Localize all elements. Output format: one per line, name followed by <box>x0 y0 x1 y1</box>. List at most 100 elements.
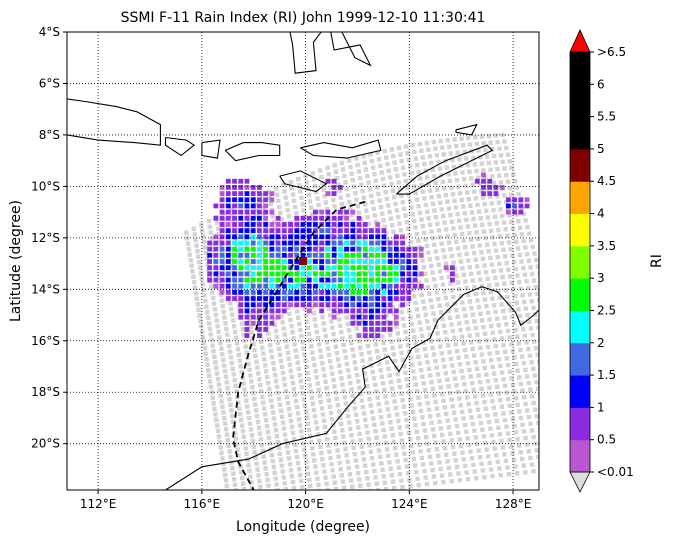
swath-pixel <box>526 414 532 420</box>
swath-pixel <box>532 339 537 344</box>
swath-pixel <box>203 250 209 256</box>
rain-pixel <box>300 271 306 277</box>
swath-pixel <box>247 318 252 324</box>
swath-pixel <box>495 384 500 390</box>
swath-pixel <box>447 390 453 396</box>
swath-pixel <box>297 423 303 428</box>
swath-pixel <box>251 390 256 396</box>
rain-pixel <box>505 209 511 215</box>
rain-pixel <box>250 209 256 215</box>
rain-pixel <box>375 320 381 326</box>
swath-pixel <box>422 387 428 393</box>
swath-pixel <box>302 453 308 458</box>
swath-pixel <box>290 430 296 436</box>
rain-pixel <box>350 277 356 283</box>
swath-pixel <box>334 176 340 181</box>
swath-pixel <box>458 293 464 299</box>
swath-pixel <box>302 352 307 357</box>
swath-pixel <box>215 376 221 382</box>
swath-pixel <box>504 356 509 361</box>
swath-pixel <box>543 291 547 295</box>
swath-pixel <box>525 312 530 318</box>
swath-pixel <box>370 369 376 375</box>
swath-pixel <box>186 247 192 252</box>
rain-pixel <box>362 259 368 264</box>
swath-pixel <box>450 191 456 197</box>
rain-pixel <box>238 314 244 320</box>
swath-pixel <box>540 339 544 343</box>
swath-pixel <box>514 300 519 305</box>
swath-pixel <box>403 329 408 335</box>
swath-pixel <box>206 368 211 373</box>
rain-pixel <box>306 222 312 227</box>
swath-pixel <box>433 214 439 220</box>
swath-pixel <box>408 239 414 245</box>
swath-pixel <box>404 377 409 382</box>
swath-pixel <box>314 237 319 242</box>
swath-pixel <box>443 330 448 335</box>
swath-pixel <box>527 319 532 324</box>
swath-pixel <box>221 410 226 415</box>
swath-pixel <box>410 328 416 333</box>
rain-pixel <box>225 259 231 264</box>
y-tick-label: 14°S <box>31 282 60 296</box>
swath-pixel <box>454 273 459 279</box>
swath-pixel <box>374 348 380 354</box>
rain-pixel <box>232 289 237 295</box>
swath-pixel <box>333 390 338 395</box>
swath-pixel <box>223 478 229 483</box>
swath-pixel <box>279 414 285 419</box>
swath-pixel <box>446 172 451 177</box>
swath-pixel <box>455 246 461 251</box>
swath-pixel <box>452 376 458 381</box>
rain-pixel <box>369 246 374 252</box>
swath-pixel <box>371 206 376 212</box>
colorbar-frame <box>569 51 591 473</box>
swath-pixel <box>333 344 338 349</box>
swath-pixel <box>505 328 511 334</box>
swath-pixel <box>391 439 397 444</box>
swath-pixel <box>273 378 279 384</box>
swath-pixel <box>524 279 529 284</box>
swath-pixel <box>495 316 500 321</box>
swath-pixel <box>433 399 438 405</box>
swath-pixel <box>562 363 566 367</box>
rain-pixel <box>306 215 312 221</box>
rain-pixel <box>362 222 368 227</box>
swath-pixel <box>408 396 413 402</box>
rain-pixel <box>369 333 374 339</box>
swath-pixel <box>521 463 526 468</box>
swath-pixel <box>284 293 289 298</box>
swath-pixel <box>330 468 335 473</box>
y-tick-label: 8°S <box>39 128 60 142</box>
swath-pixel <box>369 363 374 368</box>
swath-pixel <box>365 476 370 481</box>
rain-pixel <box>263 252 269 258</box>
swath-pixel <box>316 202 321 208</box>
rain-pixel <box>319 289 325 295</box>
rain-pixel <box>325 277 331 283</box>
swath-pixel <box>294 454 300 460</box>
swath-pixel <box>283 287 288 292</box>
swath-pixel <box>261 502 265 506</box>
rain-pixel <box>238 302 244 308</box>
swath-pixel <box>430 345 435 351</box>
swath-pixel <box>359 223 364 228</box>
swath-pixel <box>497 261 502 267</box>
swath-pixel <box>318 399 324 405</box>
swath-pixel <box>416 279 422 284</box>
rain-pixel <box>344 246 349 252</box>
rain-pixel <box>275 252 281 258</box>
rain-pixel <box>238 228 244 234</box>
swath-pixel <box>372 172 377 177</box>
swath-pixel <box>436 228 442 233</box>
swath-pixel <box>416 238 421 243</box>
swath-pixel <box>267 292 273 298</box>
rain-pixel <box>250 228 256 234</box>
swath-pixel <box>523 367 528 373</box>
swath-pixel <box>285 207 290 213</box>
swath-pixel <box>282 332 287 337</box>
swath-pixel <box>264 471 269 477</box>
swath-pixel <box>367 269 373 274</box>
